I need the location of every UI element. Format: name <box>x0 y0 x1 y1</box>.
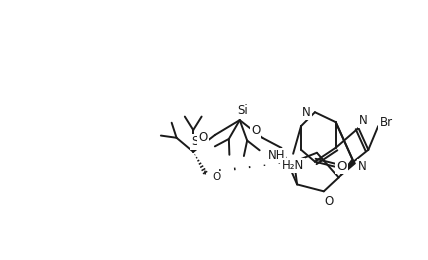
Text: H₂N: H₂N <box>282 159 304 172</box>
Polygon shape <box>339 160 355 178</box>
Text: NH: NH <box>268 149 285 162</box>
Text: O: O <box>251 124 260 136</box>
Text: Si: Si <box>191 135 202 148</box>
Text: N: N <box>358 160 367 173</box>
Text: O: O <box>199 131 208 144</box>
Text: O: O <box>324 195 333 208</box>
Text: Si: Si <box>237 104 248 117</box>
Text: Br: Br <box>380 116 393 129</box>
Text: N: N <box>359 114 368 127</box>
Text: N: N <box>302 106 310 119</box>
Text: O: O <box>336 160 347 173</box>
Text: O: O <box>213 172 221 183</box>
